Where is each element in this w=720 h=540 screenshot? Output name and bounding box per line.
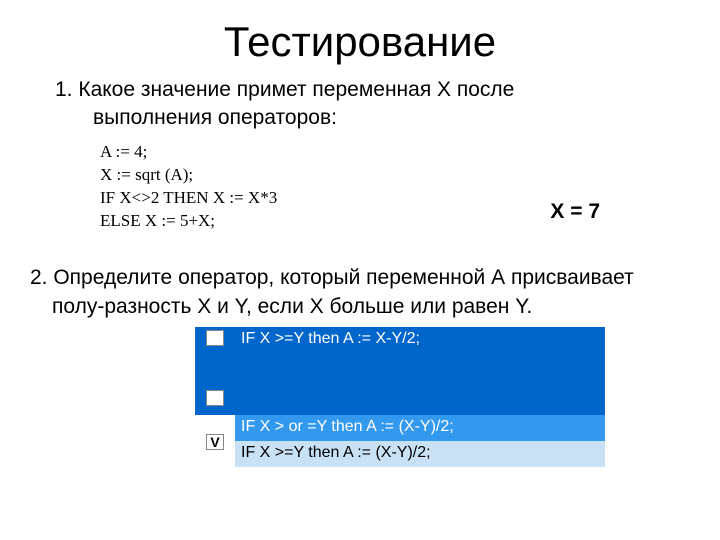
checkbox-icon[interactable] xyxy=(206,390,224,406)
slide-title: Тестирование xyxy=(0,0,720,76)
option-text: IF X > or =Y then A := (X-Y)/2; xyxy=(235,415,605,441)
code-line: ELSE X := 5+X; xyxy=(100,210,720,233)
code-line: IF X<>2 THEN X := X*3 xyxy=(100,187,720,210)
options-table-wrap: IF X >=Y then A := X-Y/2; V IF X > or =Y… xyxy=(0,321,720,467)
q1-answer: X = 7 xyxy=(550,200,600,224)
code-line: X := sqrt (A); xyxy=(100,164,720,187)
option-row: IF X >=Y then A := (X-Y)/2; xyxy=(195,441,605,467)
option-text xyxy=(235,387,605,415)
checkbox-icon[interactable] xyxy=(206,330,224,346)
option-text: IF X >=Y then A := (X-Y)/2; xyxy=(235,441,605,467)
option-text: IF X >=Y then A := X-Y/2; xyxy=(235,327,605,387)
option-row: IF X >=Y then A := X-Y/2; xyxy=(195,327,605,387)
question-1: 1. Какое значение примет переменная Х по… xyxy=(0,76,720,133)
code-line: A := 4; xyxy=(100,141,720,164)
q2-line2: полу-разность Х и Y, если Х больше или р… xyxy=(30,293,690,321)
code-block: A := 4; X := sqrt (A); IF X<>2 THEN X :=… xyxy=(0,133,720,233)
checkbox-icon[interactable]: V xyxy=(206,434,224,450)
q1-line2: выполнения операторов: xyxy=(55,104,680,132)
options-table: IF X >=Y then A := X-Y/2; V IF X > or =Y… xyxy=(195,327,605,467)
q1-line1: 1. Какое значение примет переменная Х по… xyxy=(55,76,680,104)
option-row xyxy=(195,387,605,415)
option-row: V IF X > or =Y then A := (X-Y)/2; xyxy=(195,415,605,441)
q2-line1: 2. Определите оператор, который переменн… xyxy=(30,264,690,292)
question-2: 2. Определите оператор, который переменн… xyxy=(0,232,720,321)
